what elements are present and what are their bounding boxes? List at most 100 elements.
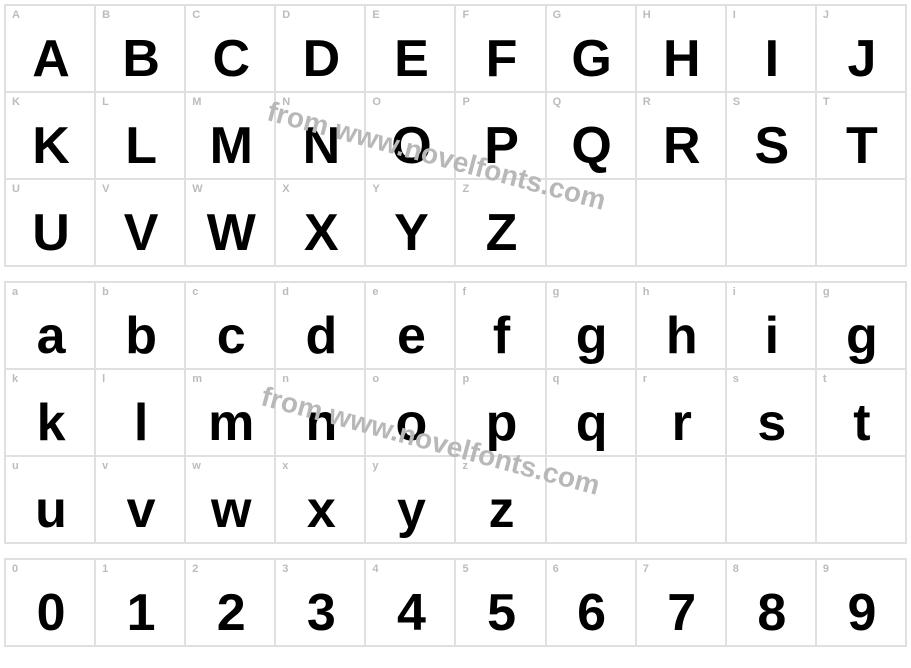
cell-glyph: 8 — [757, 587, 784, 639]
cell-glyph: y — [397, 484, 424, 536]
cell-label: y — [372, 460, 378, 472]
glyph-cell: VV — [95, 179, 185, 266]
glyph-cell: 33 — [275, 559, 365, 646]
cell-label: L — [102, 96, 109, 108]
glyph-cell: AA — [5, 5, 95, 92]
glyph-cell: JJ — [816, 5, 906, 92]
cell-glyph: 5 — [487, 587, 514, 639]
glyph-cell: QQ — [546, 92, 636, 179]
cell-glyph: A — [32, 33, 68, 85]
cell-label: Q — [553, 96, 562, 108]
cell-label: c — [192, 286, 198, 298]
cell-label: J — [823, 9, 829, 21]
cell-glyph: P — [484, 120, 517, 172]
cell-glyph: R — [663, 120, 699, 172]
cell-glyph: u — [35, 484, 65, 536]
cell-glyph: r — [672, 397, 690, 449]
cell-glyph: G — [571, 33, 609, 85]
glyph-cell: hh — [636, 282, 726, 369]
cell-glyph: U — [32, 207, 68, 259]
cell-glyph: 9 — [847, 587, 874, 639]
cell-label: H — [643, 9, 651, 21]
cell-glyph: F — [486, 33, 516, 85]
cell-glyph: l — [134, 397, 146, 449]
cell-label: n — [282, 373, 289, 385]
glyph-cell: ll — [95, 369, 185, 456]
glyph-cell: 44 — [365, 559, 455, 646]
cell-label: I — [733, 9, 736, 21]
glyph-cell: nn — [275, 369, 365, 456]
cell-glyph: S — [755, 120, 788, 172]
glyph-cell: CC — [185, 5, 275, 92]
glyph-cell — [726, 456, 816, 543]
glyph-cell — [816, 456, 906, 543]
cell-label: h — [643, 286, 650, 298]
glyph-cell: gg — [816, 282, 906, 369]
cell-glyph: a — [37, 310, 64, 362]
cell-label: v — [102, 460, 108, 472]
cell-label: N — [282, 96, 290, 108]
glyph-cell: OO — [365, 92, 455, 179]
cell-glyph: T — [846, 120, 876, 172]
cell-label: e — [372, 286, 378, 298]
cell-label: C — [192, 9, 200, 21]
cell-label: G — [553, 9, 562, 21]
glyph-cell — [816, 179, 906, 266]
cell-glyph: d — [305, 310, 335, 362]
cell-glyph: B — [122, 33, 158, 85]
cell-glyph: t — [853, 397, 868, 449]
cell-label: u — [12, 460, 19, 472]
cell-glyph: f — [493, 310, 508, 362]
cell-glyph: 1 — [127, 587, 154, 639]
glyph-cell: pp — [455, 369, 545, 456]
cell-glyph: H — [663, 33, 699, 85]
glyph-cell: MM — [185, 92, 275, 179]
cell-glyph: Y — [394, 207, 427, 259]
glyph-cell — [726, 179, 816, 266]
cell-label: F — [462, 9, 469, 21]
cell-glyph: n — [305, 397, 335, 449]
cell-label: 1 — [102, 563, 108, 575]
glyph-cell — [636, 179, 726, 266]
glyph-cell: 88 — [726, 559, 816, 646]
glyph-cell: XX — [275, 179, 365, 266]
glyph-cell: UU — [5, 179, 95, 266]
glyph-cell: WW — [185, 179, 275, 266]
cell-glyph: 2 — [217, 587, 244, 639]
cell-glyph: N — [303, 120, 339, 172]
cell-label: s — [733, 373, 739, 385]
cell-label: o — [372, 373, 379, 385]
cell-glyph: o — [396, 397, 426, 449]
cell-glyph: e — [397, 310, 424, 362]
glyph-cell: ii — [726, 282, 816, 369]
glyph-cell: 11 — [95, 559, 185, 646]
cell-glyph: I — [765, 33, 777, 85]
glyph-cell: dd — [275, 282, 365, 369]
cell-label: l — [102, 373, 105, 385]
cell-glyph: 4 — [397, 587, 424, 639]
cell-label: P — [462, 96, 469, 108]
cell-label: k — [12, 373, 18, 385]
cell-label: V — [102, 183, 109, 195]
cell-glyph: M — [210, 120, 251, 172]
glyph-cell: kk — [5, 369, 95, 456]
cell-label: R — [643, 96, 651, 108]
cell-glyph: L — [125, 120, 155, 172]
cell-glyph: 7 — [667, 587, 694, 639]
glyph-cell: aa — [5, 282, 95, 369]
glyph-cell: oo — [365, 369, 455, 456]
cell-label: 6 — [553, 563, 559, 575]
cell-label: Z — [462, 183, 469, 195]
cell-label: A — [12, 9, 20, 21]
glyph-cell: TT — [816, 92, 906, 179]
glyph-cell: 66 — [546, 559, 636, 646]
glyph-cell: GG — [546, 5, 636, 92]
cell-glyph: 0 — [37, 587, 64, 639]
cell-label: W — [192, 183, 202, 195]
glyph-cell: HH — [636, 5, 726, 92]
glyph-cell: BB — [95, 5, 185, 92]
cell-glyph: h — [666, 310, 696, 362]
glyph-cell: II — [726, 5, 816, 92]
glyph-cell: ss — [726, 369, 816, 456]
cell-label: q — [553, 373, 560, 385]
